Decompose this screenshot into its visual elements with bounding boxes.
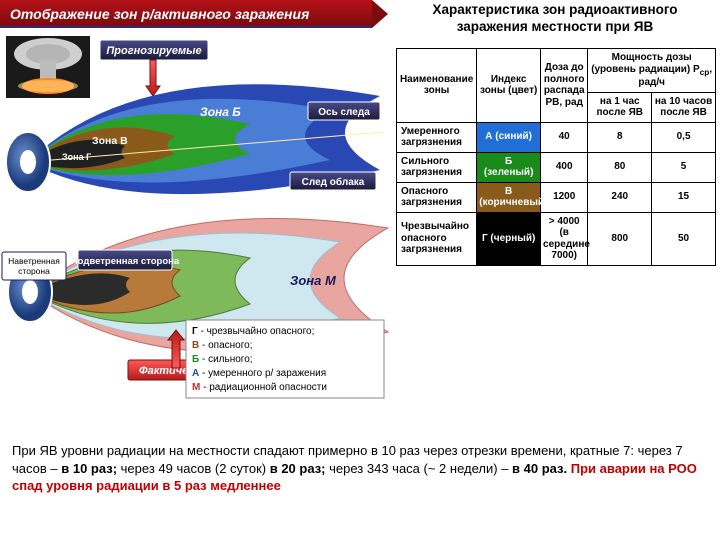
th-power: Мощность дозы (уровень радиации) Рср, ра… bbox=[588, 49, 716, 93]
label-zone-a: Зона А bbox=[268, 72, 312, 87]
svg-text:Ось следа: Ось следа bbox=[318, 107, 370, 118]
box-prognoz: Прогнозируемые bbox=[100, 40, 208, 60]
page-title: Характеристика зон радиоактивного зараже… bbox=[400, 2, 710, 36]
label-zone-b: Зона Б bbox=[200, 105, 241, 119]
svg-text:М - радиационной опасности: М - радиационной опасности bbox=[192, 382, 327, 393]
svg-text:А - умеренного р/ заражения: А - умеренного р/ заражения bbox=[192, 368, 326, 379]
footer-note: При ЯВ уровни радиации на местности спад… bbox=[12, 442, 708, 495]
svg-text:В - опасного;: В - опасного; bbox=[192, 340, 253, 351]
table-row: Чрезвычайно опасного загрязненияГ (черны… bbox=[397, 212, 716, 265]
svg-text:След облака: След облака bbox=[302, 176, 365, 188]
zones-table: Наименование зоны Индекс зоны (цвет) Доз… bbox=[396, 48, 716, 266]
legend: Г - чрезвычайно опасного; В - опасного; … bbox=[186, 320, 384, 398]
table-row: Сильного загрязненияБ (зеленый)400805 bbox=[397, 152, 716, 182]
svg-text:Г - чрезвычайно опасного;: Г - чрезвычайно опасного; bbox=[192, 326, 314, 337]
label-zone-v: Зона В bbox=[92, 135, 128, 147]
zones-diagram: Прогнозируемые Зона А Зона Б Зона В Зона… bbox=[0, 32, 390, 410]
svg-text:Наветренная: Наветренная bbox=[8, 256, 60, 266]
th-name: Наименование зоны bbox=[397, 49, 477, 123]
svg-text:Прогнозируемые: Прогнозируемые bbox=[106, 45, 201, 57]
box-axis: Ось следа bbox=[308, 102, 380, 120]
th-index: Индекс зоны (цвет) bbox=[477, 49, 541, 123]
th-h1: на 1 час после ЯВ bbox=[588, 92, 652, 122]
th-h10: на 10 часов после ЯВ bbox=[652, 92, 716, 122]
svg-text:Б - сильного;: Б - сильного; bbox=[192, 354, 253, 365]
table-row: Опасного загрязненияВ (коричневый)120024… bbox=[397, 182, 716, 212]
table-row: Умеренного загрязненияА (синий)4080,5 bbox=[397, 122, 716, 152]
banner-title: Отображение зон р/активного заражения bbox=[0, 0, 372, 28]
th-dose: Доза до полного распада РВ, рад bbox=[541, 49, 588, 123]
svg-text:Подветренная сторона: Подветренная сторона bbox=[71, 256, 180, 267]
svg-text:сторона: сторона bbox=[18, 266, 50, 276]
box-windward: Наветренная сторона bbox=[2, 252, 66, 280]
label-zone-g: Зона Г bbox=[62, 152, 91, 162]
box-cloud: След облака bbox=[290, 172, 376, 190]
box-leeward: Подветренная сторона bbox=[71, 250, 180, 270]
arrow-down-prog bbox=[146, 60, 160, 96]
label-zone-m: Зона М bbox=[290, 273, 337, 288]
